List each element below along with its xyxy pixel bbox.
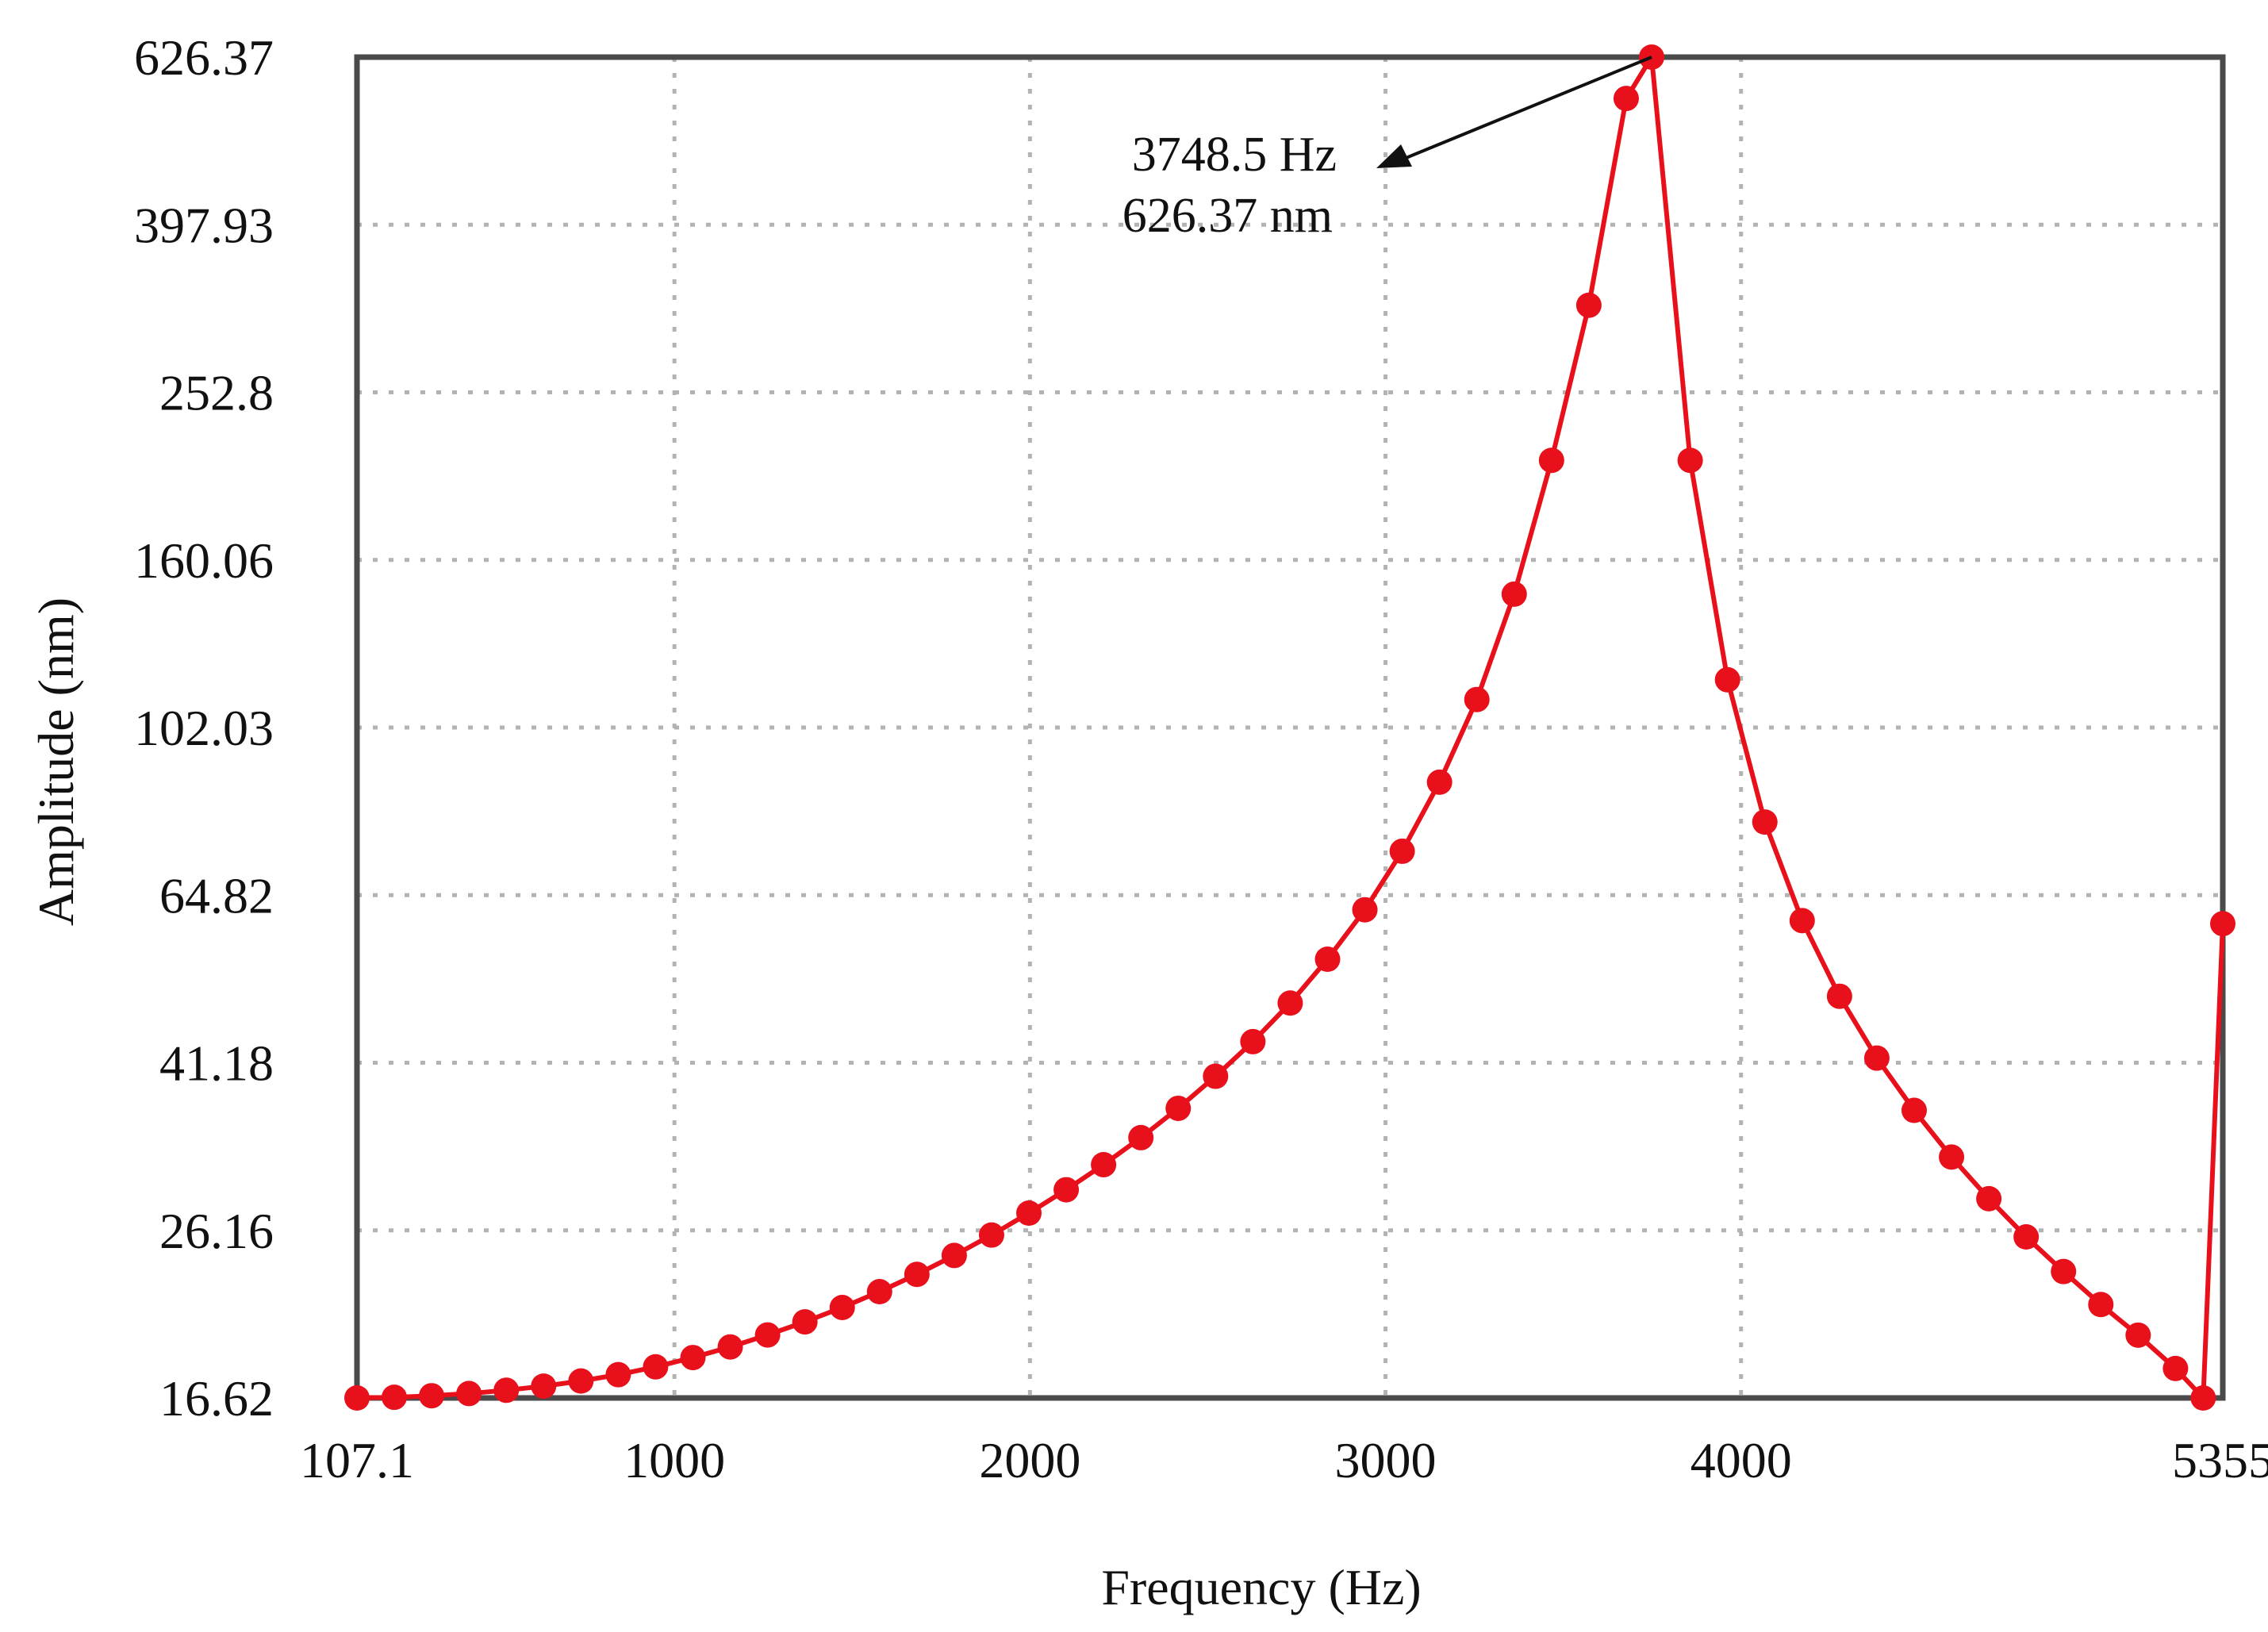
y-axis-tick-labels: 16.62 26.16 41.18 64.82 102.03 160.06 252.8 397… [134, 29, 274, 1427]
gridlines [357, 57, 2223, 1398]
data-point [904, 1261, 930, 1288]
x-tick-label: 107.1 [300, 1432, 414, 1488]
data-point [1752, 809, 1778, 835]
annotation-arrow-line [1403, 56, 1652, 160]
data-point [1789, 908, 1815, 934]
data-point [1714, 666, 1740, 693]
data-point [382, 1384, 408, 1411]
data-point [1677, 447, 1703, 474]
data-point [1277, 990, 1303, 1016]
data-point [344, 1385, 370, 1411]
data-point [1314, 947, 1341, 973]
data-point [941, 1242, 967, 1269]
data-point [1613, 86, 1639, 112]
data-point [1501, 581, 1527, 607]
x-tick-label: 4000 [1690, 1432, 1792, 1488]
y-tick-label: 64.82 [159, 867, 274, 924]
plot-frame [354, 54, 2226, 1401]
data-point [1091, 1151, 1117, 1177]
data-point [1165, 1095, 1192, 1121]
series-amplitude [344, 44, 2235, 1411]
y-tick-label: 102.03 [134, 700, 274, 756]
y-tick-label: 252.8 [159, 365, 274, 421]
data-point [2125, 1322, 2151, 1348]
y-tick-label: 160.06 [134, 532, 274, 589]
data-point [643, 1354, 669, 1380]
annotation-amplitude: 626.37 nm [1122, 189, 1333, 243]
x-axis-tick-labels: 107.1 1000 2000 3000 4000 5355 [300, 1432, 2268, 1488]
y-axis-title: Amplitude (nm) [28, 597, 84, 926]
data-point [717, 1334, 743, 1360]
y-tick-label: 626.37 [134, 29, 274, 86]
data-point [1863, 1045, 1890, 1071]
annotation-frequency: 3748.5 Hz [1132, 128, 1337, 182]
data-point [456, 1380, 482, 1407]
data-point [680, 1345, 706, 1371]
y-tick-label: 16.62 [159, 1370, 274, 1427]
data-point [1389, 838, 1415, 864]
data-point [1203, 1063, 1229, 1089]
data-point [605, 1361, 631, 1388]
data-point [1128, 1124, 1154, 1150]
data-point [1016, 1200, 1042, 1227]
data-point [1538, 447, 1564, 474]
x-tick-label: 5355 [2172, 1432, 2268, 1488]
annotation-arrowhead [1376, 144, 1412, 168]
y-tick-label: 41.18 [159, 1035, 274, 1092]
series-line [356, 55, 2225, 1400]
data-point [1901, 1097, 1927, 1123]
data-point [568, 1368, 594, 1394]
y-tick-label: 26.16 [159, 1203, 274, 1259]
data-point [2088, 1292, 2114, 1318]
data-point [1240, 1028, 1266, 1054]
data-point [1826, 983, 1852, 1009]
data-point [1053, 1177, 1080, 1203]
data-point [493, 1377, 520, 1404]
data-point [2162, 1355, 2189, 1381]
y-tick-label: 397.93 [134, 197, 274, 253]
data-point [2190, 1385, 2216, 1411]
x-tick-label: 3000 [1335, 1432, 1437, 1488]
data-point [419, 1383, 445, 1409]
data-point [866, 1279, 892, 1305]
x-tick-label: 1000 [624, 1432, 725, 1488]
data-point [2210, 911, 2235, 937]
data-point [1464, 686, 1490, 712]
data-point [1352, 897, 1378, 923]
x-axis-title: Frequency (Hz) [1101, 1559, 1421, 1615]
peak-annotation: 3748.5 Hz 626.37 nm [1122, 56, 1652, 243]
data-point [1939, 1144, 1965, 1170]
data-point [2013, 1224, 2040, 1250]
data-point [1976, 1185, 2002, 1212]
data-point [1575, 292, 1602, 318]
data-point [531, 1373, 557, 1400]
data-point [754, 1322, 781, 1348]
data-point [978, 1222, 1004, 1248]
data-point [792, 1309, 818, 1335]
x-tick-label: 2000 [979, 1432, 1080, 1488]
data-point [1426, 769, 1453, 795]
data-point [2051, 1258, 2077, 1284]
data-point [829, 1294, 855, 1320]
